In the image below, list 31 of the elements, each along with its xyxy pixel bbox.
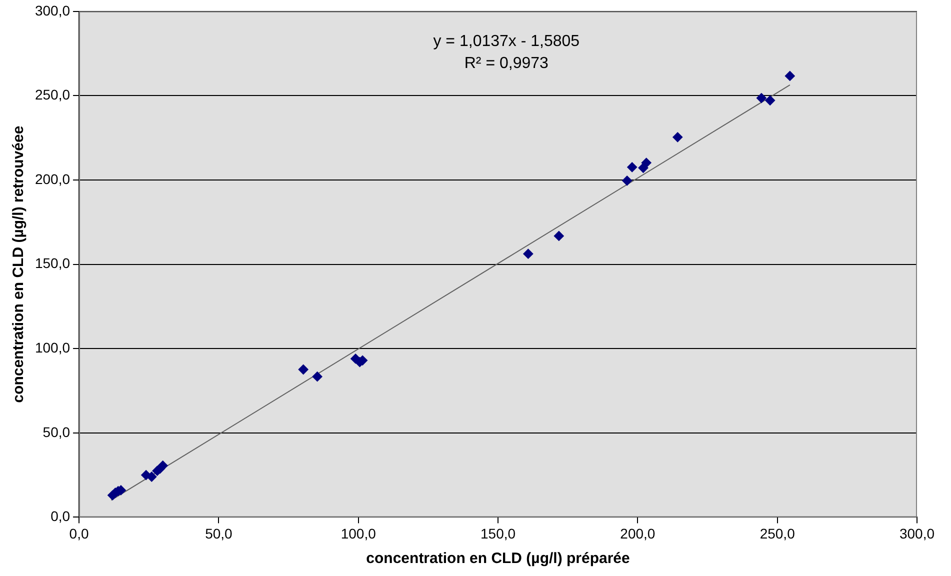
point <box>523 248 534 259</box>
point <box>641 158 652 168</box>
y-tick-label: 50,0 <box>42 424 70 440</box>
x-tick-label: 50,0 <box>205 525 233 542</box>
y-tick-label: 300,0 <box>34 2 70 18</box>
point <box>765 95 776 106</box>
y-tick-label: 150,0 <box>34 255 70 272</box>
x-tick-label: 250,0 <box>760 525 796 542</box>
point <box>146 472 157 482</box>
point <box>784 70 795 81</box>
point <box>627 162 638 172</box>
x-tick-label: 200,0 <box>620 525 656 542</box>
annotation: y = 1,0137x - 1,5805 <box>433 32 580 50</box>
annotation: R² = 0,9973 <box>464 54 549 72</box>
point <box>312 372 322 382</box>
y-tick-label: 0,0 <box>50 508 70 524</box>
y-tick-label: 100,0 <box>34 339 70 356</box>
x-tick-label: 100,0 <box>340 525 376 542</box>
point <box>672 132 683 142</box>
point <box>622 176 632 186</box>
y-tick-label: 250,0 <box>34 86 70 103</box>
x-axis-title: concentration en CLD (µg/l) préparée <box>366 550 630 568</box>
point <box>554 230 564 241</box>
point <box>298 364 308 375</box>
y-tick-label: 200,0 <box>34 170 70 187</box>
point <box>756 93 766 104</box>
x-tick-label: 0,0 <box>69 525 89 542</box>
x-tick-label: 300,0 <box>899 525 935 542</box>
x-tick-label: 150,0 <box>480 525 516 542</box>
point <box>158 460 168 471</box>
y-axis-title: concentration en CLD (µg/l) retrouvéee <box>10 126 28 403</box>
